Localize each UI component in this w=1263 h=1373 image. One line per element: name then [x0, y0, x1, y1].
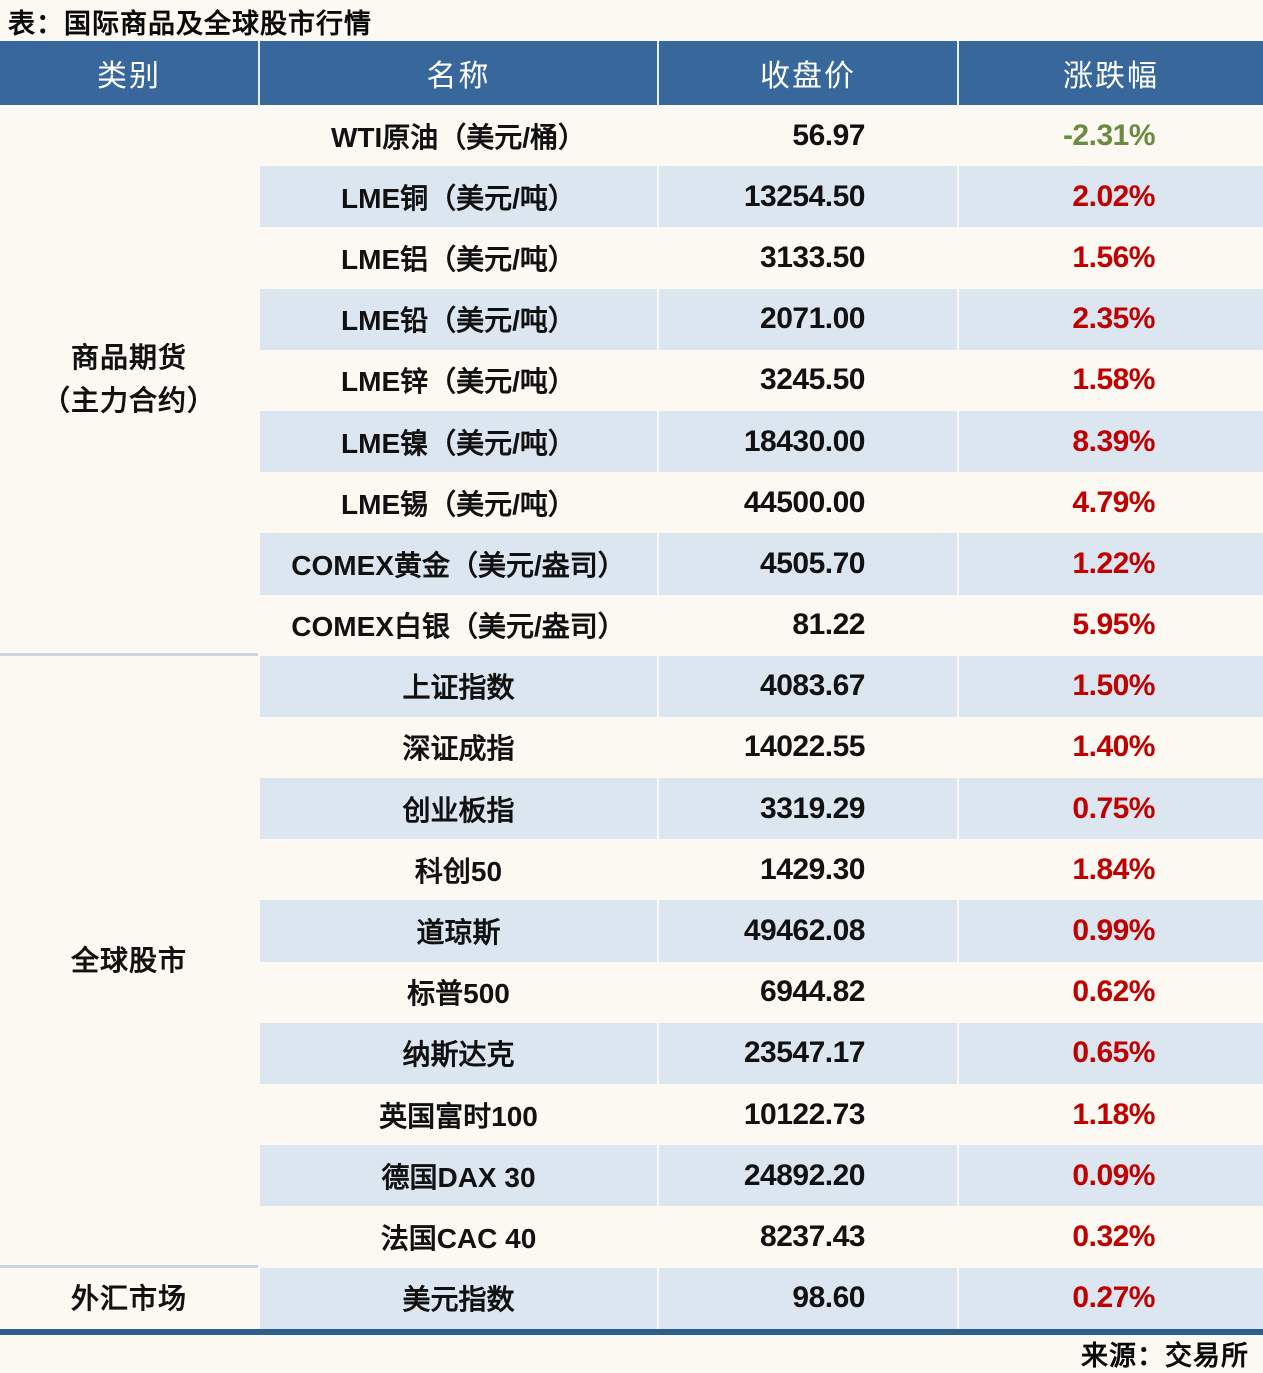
instrument-name: 标普500 — [258, 961, 657, 1023]
table-row: LME镍（美元/吨） 18430.00 8.39% — [258, 410, 1263, 473]
table-row: 法国CAC 40 8237.43 0.32% — [258, 1206, 1263, 1268]
instrument-name: 科创50 — [258, 839, 657, 901]
instrument-name: COMEX黄金（美元/盎司） — [258, 533, 657, 595]
close-price: 3133.50 — [657, 227, 957, 289]
table-row: 英国富时100 10122.73 1.18% — [258, 1084, 1263, 1146]
table-row: 创业板指 3319.29 0.75% — [258, 778, 1263, 840]
instrument-name: LME锡（美元/吨） — [258, 472, 657, 534]
close-price: 3319.29 — [657, 778, 957, 840]
table-row: LME铜（美元/吨） 13254.50 2.02% — [258, 166, 1263, 228]
close-price: 49462.08 — [657, 900, 957, 962]
instrument-name: LME镍（美元/吨） — [258, 410, 657, 473]
table-row: 美元指数 98.60 0.27% — [258, 1267, 1263, 1329]
instrument-name: 法国CAC 40 — [258, 1206, 657, 1268]
change-percent: 4.79% — [957, 472, 1263, 534]
change-percent: 1.50% — [957, 655, 1263, 717]
change-percent: 0.27% — [957, 1267, 1263, 1329]
close-price: 98.60 — [657, 1267, 957, 1329]
change-percent: 1.84% — [957, 839, 1263, 901]
close-price: 14022.55 — [657, 716, 957, 779]
category-label-line: 商品期货 — [70, 341, 187, 373]
instrument-name: COMEX白银（美元/盎司） — [258, 594, 657, 656]
header-change-pct: 涨跌幅 — [957, 41, 1263, 105]
table-row: 上证指数 4083.67 1.50% — [258, 655, 1263, 717]
instrument-name: LME铜（美元/吨） — [258, 166, 657, 228]
instrument-name: 纳斯达克 — [258, 1022, 657, 1084]
table-header-row: 类别 名称 收盘价 涨跌幅 — [0, 41, 1263, 105]
table-row: LME锌（美元/吨） 3245.50 1.58% — [258, 349, 1263, 411]
table-row: 标普500 6944.82 0.62% — [258, 961, 1263, 1023]
close-price: 10122.73 — [657, 1084, 957, 1146]
instrument-name: LME铝（美元/吨） — [258, 227, 657, 289]
instrument-name: 上证指数 — [258, 655, 657, 717]
close-price: 4505.70 — [657, 533, 957, 595]
category-column: 商品期货 （主力合约） 全球股市外汇市场 — [0, 105, 258, 1329]
close-price: 4083.67 — [657, 655, 957, 717]
change-percent: 2.02% — [957, 166, 1263, 228]
close-price: 56.97 — [657, 105, 957, 167]
category-cell: 外汇市场 — [0, 1268, 258, 1329]
header-name: 名称 — [258, 41, 657, 105]
table-row: 深证成指 14022.55 1.40% — [258, 716, 1263, 779]
change-percent: 0.75% — [957, 778, 1263, 840]
change-percent: 1.56% — [957, 227, 1263, 289]
table-row: 科创50 1429.30 1.84% — [258, 839, 1263, 901]
table-row: LME铅（美元/吨） 2071.00 2.35% — [258, 288, 1263, 350]
change-percent: 1.22% — [957, 533, 1263, 595]
table-bottom-rule — [0, 1328, 1263, 1335]
change-percent: 0.99% — [957, 900, 1263, 962]
close-price: 6944.82 — [657, 961, 957, 1023]
category-label-line: （主力合约） — [41, 384, 216, 416]
change-percent: 0.65% — [957, 1022, 1263, 1084]
change-percent: 0.62% — [957, 961, 1263, 1023]
instrument-name: 德国DAX 30 — [258, 1145, 657, 1207]
change-percent: 2.35% — [957, 288, 1263, 350]
change-percent: 0.32% — [957, 1206, 1263, 1268]
table-row: COMEX黄金（美元/盎司） 4505.70 1.22% — [258, 533, 1263, 595]
close-price: 1429.30 — [657, 839, 957, 901]
change-percent: -2.31% — [957, 105, 1263, 167]
data-rows: WTI原油（美元/桶） 56.97 -2.31% LME铜（美元/吨） 13254.50… — [258, 105, 1263, 1329]
instrument-name: LME锌（美元/吨） — [258, 349, 657, 411]
category-cell: 全球股市 — [0, 656, 258, 1268]
instrument-name: 美元指数 — [258, 1267, 657, 1329]
change-percent: 0.09% — [957, 1145, 1263, 1207]
close-price: 44500.00 — [657, 472, 957, 534]
table-row: COMEX白银（美元/盎司） 81.22 5.95% — [258, 594, 1263, 656]
table-row: 纳斯达克 23547.17 0.65% — [258, 1022, 1263, 1084]
close-price: 24892.20 — [657, 1145, 957, 1207]
close-price: 23547.17 — [657, 1022, 957, 1084]
close-price: 13254.50 — [657, 166, 957, 228]
close-price: 81.22 — [657, 594, 957, 656]
change-percent: 5.95% — [957, 594, 1263, 656]
change-percent: 1.40% — [957, 716, 1263, 779]
category-label-line: 外汇市场 — [70, 1282, 187, 1314]
source-note: 来源：交易所 — [1081, 1341, 1249, 1371]
header-close-price: 收盘价 — [657, 41, 957, 105]
instrument-name: 道琼斯 — [258, 900, 657, 962]
category-label-line: 全球股市 — [70, 944, 187, 976]
table-row: WTI原油（美元/桶） 56.97 -2.31% — [258, 105, 1263, 167]
instrument-name: 英国富时100 — [258, 1084, 657, 1146]
close-price: 3245.50 — [657, 349, 957, 411]
change-percent: 1.18% — [957, 1084, 1263, 1146]
instrument-name: LME铅（美元/吨） — [258, 288, 657, 350]
table-row: LME铝（美元/吨） 3133.50 1.56% — [258, 227, 1263, 289]
instrument-name: WTI原油（美元/桶） — [258, 105, 657, 167]
instrument-name: 创业板指 — [258, 778, 657, 840]
change-percent: 8.39% — [957, 410, 1263, 473]
close-price: 18430.00 — [657, 410, 957, 473]
table-row: 道琼斯 49462.08 0.99% — [258, 900, 1263, 962]
table-body: 商品期货 （主力合约） 全球股市外汇市场 WTI原油（美元/桶） 56.97 -2.31… — [0, 105, 1263, 1329]
close-price: 2071.00 — [657, 288, 957, 350]
instrument-name: 深证成指 — [258, 716, 657, 779]
page-title: 表：国际商品及全球股市行情 — [8, 9, 372, 39]
quotes-table: 类别 名称 收盘价 涨跌幅 商品期货 （主力合约） 全球股市外汇市场 WTI原油（美… — [0, 41, 1263, 1335]
change-percent: 1.58% — [957, 349, 1263, 411]
table-row: LME锡（美元/吨） 44500.00 4.79% — [258, 472, 1263, 534]
header-category: 类别 — [97, 60, 161, 93]
category-cell: 商品期货 （主力合约） — [0, 105, 258, 656]
close-price: 8237.43 — [657, 1206, 957, 1268]
table-row: 德国DAX 30 24892.20 0.09% — [258, 1145, 1263, 1207]
